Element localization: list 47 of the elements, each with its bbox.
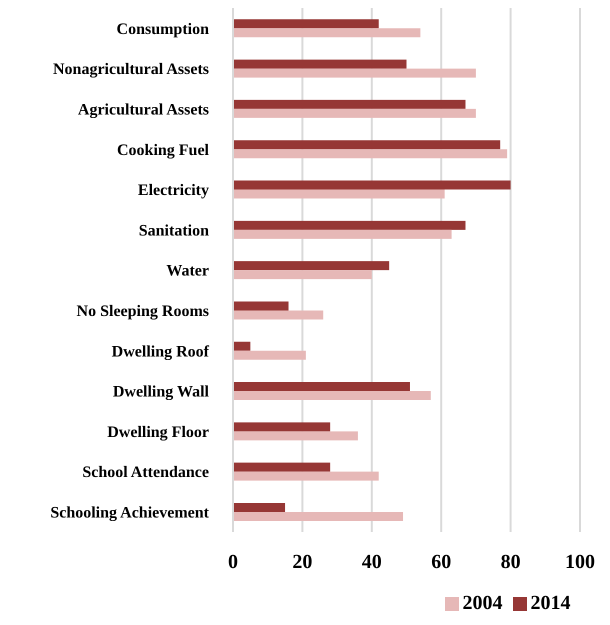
- y-tick-label: Schooling Achievement: [50, 504, 210, 522]
- bar: [233, 512, 404, 521]
- bar: [233, 180, 511, 190]
- x-tick-label: 40: [362, 551, 382, 574]
- y-tick-label: Agricultural Assets: [78, 101, 209, 118]
- bar: [233, 270, 372, 280]
- legend-label: 2004: [462, 592, 502, 614]
- y-tick-label: Water: [166, 262, 209, 280]
- y-tick-label: Cooking Fuel: [116, 142, 210, 159]
- bar: [233, 382, 410, 392]
- y-tick-label: Nonagricultural Assets: [53, 61, 209, 78]
- x-tick-label: 0: [228, 551, 238, 574]
- y-tick-label: Electricity: [138, 182, 209, 200]
- y-tick-label: No Sleeping Rooms: [76, 302, 209, 320]
- x-tick-label: 20: [292, 551, 312, 574]
- bar: [233, 342, 250, 351]
- y-tick-label: Dwelling Floor: [107, 424, 209, 441]
- x-tick-label: 60: [431, 551, 452, 574]
- bar: [233, 472, 379, 481]
- bar: [233, 391, 431, 400]
- bar: [233, 502, 286, 512]
- y-tick-label: Dwelling Roof: [112, 343, 210, 360]
- y-tick-label: Consumption: [116, 20, 210, 38]
- x-tick-label: 100: [565, 551, 595, 574]
- bar: [233, 19, 379, 28]
- bar: [233, 108, 476, 118]
- legend-label: 2014: [530, 592, 570, 614]
- bar: [233, 350, 306, 360]
- bar: [233, 140, 500, 150]
- bar: [233, 462, 330, 472]
- x-tick-label: 80: [500, 551, 521, 574]
- y-tick-label: Dwelling Wall: [112, 384, 210, 401]
- bar: [233, 149, 508, 158]
- bar: [233, 68, 476, 78]
- bar: [233, 261, 390, 270]
- bar: [233, 431, 358, 440]
- bar: [233, 230, 452, 239]
- bar: [233, 301, 289, 310]
- y-tick-label: Sanitation: [138, 222, 210, 240]
- bar: [233, 422, 330, 432]
- bar: [233, 100, 466, 109]
- bar: [233, 220, 466, 230]
- bar: [233, 28, 420, 38]
- bar: [233, 60, 406, 69]
- y-tick-label: School Attendance: [82, 464, 209, 482]
- bar: [233, 190, 445, 199]
- bar: [233, 310, 324, 320]
